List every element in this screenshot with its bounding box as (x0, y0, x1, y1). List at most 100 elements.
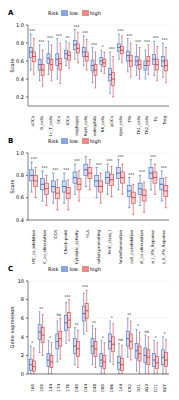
svg-text:***: *** (150, 154, 156, 159)
svg-text:***: *** (52, 167, 58, 172)
svg-text:***: *** (139, 169, 145, 174)
svg-text:CTLA4: CTLA4 (118, 384, 123, 392)
svg-text:0.8: 0.8 (16, 172, 24, 178)
svg-text:Th2_cells: Th2_cells (144, 116, 149, 136)
svg-text:0.2: 0.2 (16, 94, 24, 100)
svg-text:*: * (102, 335, 104, 340)
svg-text:*: * (49, 335, 51, 340)
svg-text:**: ** (92, 320, 96, 325)
svg-text:**: ** (74, 322, 78, 327)
svg-text:Score: Score (9, 179, 15, 193)
svg-text:***: *** (144, 39, 150, 44)
svg-text:Th1_cells: Th1_cells (136, 116, 141, 136)
svg-text:CD80: CD80 (100, 384, 105, 392)
svg-text:***: *** (74, 158, 80, 163)
svg-text:Treg: Treg (162, 116, 167, 126)
svg-text:CCR: CCR (53, 230, 58, 239)
svg-text:***: *** (117, 28, 123, 33)
svg-text:Type_I_IFN_Reponse: Type_I_IFN_Reponse (150, 229, 155, 264)
svg-text:10: 10 (18, 278, 24, 284)
svg-text:***: *** (161, 165, 167, 170)
svg-text:CD276: CD276 (65, 384, 70, 392)
svg-text:CD86: CD86 (109, 384, 114, 392)
svg-text:6: 6 (21, 315, 24, 321)
svg-text:***: *** (96, 162, 102, 167)
svg-text:CD244: CD244 (48, 384, 53, 392)
svg-text:0.6: 0.6 (16, 194, 24, 200)
svg-text:Inflammation-promoting: Inflammation-promoting (96, 230, 101, 264)
svg-text:PDCD1: PDCD1 (153, 384, 158, 392)
svg-text:***: *** (128, 172, 134, 177)
svg-text:pDCs: pDCs (109, 116, 114, 127)
svg-text:Check-point: Check-point (63, 230, 68, 254)
svg-text:Cytolytic_activity: Cytolytic_activity (74, 229, 79, 264)
svg-text:***: *** (63, 167, 69, 172)
svg-text:***: *** (153, 35, 159, 40)
svg-text:1.0: 1.0 (16, 150, 24, 156)
svg-text:T_cell_co-stimulation: T_cell_co-stimulation (139, 230, 144, 264)
svg-text:***: *** (109, 46, 115, 51)
svg-text:CD44: CD44 (83, 384, 88, 392)
svg-text:Parainflammation: Parainflammation (118, 230, 123, 264)
svg-text:Tfh: Tfh (127, 116, 132, 124)
svg-text:iDCs: iDCs (65, 116, 70, 125)
svg-text:HAVCR2: HAVCR2 (127, 384, 132, 392)
svg-text:***: *** (73, 25, 79, 29)
svg-text:APC_co_stimulation: APC_co_stimulation (42, 230, 47, 264)
svg-text:IDO1: IDO1 (136, 384, 141, 392)
svg-text:CD40: CD40 (74, 384, 79, 392)
svg-text:***: *** (82, 284, 88, 289)
svg-text:Gene expression: Gene expression (9, 307, 16, 349)
svg-text:*: * (137, 323, 139, 328)
svg-text:2: 2 (21, 352, 24, 358)
svg-text:CD274: CD274 (56, 384, 61, 392)
svg-text:0.6: 0.6 (16, 58, 24, 64)
svg-text:Score: Score (9, 58, 15, 72)
svg-text:aDCs: aDCs (30, 116, 35, 126)
svg-text:ns: ns (118, 337, 123, 342)
svg-text:*: * (155, 335, 157, 340)
svg-text:TIL: TIL (153, 115, 158, 123)
svg-text:*: * (87, 153, 89, 155)
svg-text:LAG3: LAG3 (144, 384, 149, 392)
svg-text:ns: ns (56, 312, 61, 317)
svg-text:CD200: CD200 (39, 384, 44, 392)
svg-text:**: ** (127, 312, 131, 317)
svg-text:***: *** (41, 165, 47, 170)
svg-text:*: * (102, 44, 104, 49)
svg-text:1.0: 1.0 (16, 22, 24, 28)
svg-text:T_cell_co-inhibition: T_cell_co-inhibition (129, 230, 134, 264)
svg-text:Type_II_IFN_Reponse: Type_II_IFN_Reponse (161, 229, 166, 264)
svg-text:CD48: CD48 (92, 384, 97, 392)
svg-text:*: * (111, 315, 113, 320)
svg-text:***: *** (107, 158, 113, 163)
svg-text:B_cells: B_cells (39, 116, 44, 130)
svg-text:*: * (164, 331, 166, 336)
svg-text:***: *** (56, 33, 62, 38)
svg-text:0: 0 (21, 371, 24, 377)
svg-text:8: 8 (21, 296, 24, 302)
svg-text:HLA: HLA (85, 230, 90, 238)
svg-text:DCs: DCs (56, 116, 61, 124)
svg-text:0.8: 0.8 (16, 40, 24, 46)
svg-text:0.4: 0.4 (16, 217, 24, 223)
svg-text:Macrophages: Macrophages (74, 116, 79, 136)
svg-text:APC_co_inhibition: APC_co_inhibition (31, 230, 36, 264)
svg-text:CD8+_T_cells: CD8+_T_cells (48, 116, 53, 136)
svg-text:0.4: 0.4 (16, 76, 24, 82)
svg-text:***: *** (82, 30, 88, 35)
svg-text:4: 4 (21, 334, 24, 340)
svg-text:***: *** (126, 33, 132, 38)
svg-text:***: *** (65, 294, 71, 299)
svg-text:*: * (31, 340, 33, 345)
svg-text:TIGIT: TIGIT (162, 383, 167, 392)
svg-text:ns: ns (145, 329, 150, 334)
svg-text:MHC_class_I: MHC_class_I (107, 230, 112, 254)
svg-text:Mast_cells: Mast_cells (83, 116, 88, 136)
svg-text:***: *** (117, 154, 123, 159)
svg-text:T_helper_cells: T_helper_cells (118, 116, 123, 136)
svg-text:**: ** (39, 306, 43, 311)
svg-text:CD160: CD160 (30, 384, 35, 392)
svg-text:Neutrophils: Neutrophils (92, 116, 97, 136)
svg-text:NK_cells: NK_cells (100, 116, 105, 133)
